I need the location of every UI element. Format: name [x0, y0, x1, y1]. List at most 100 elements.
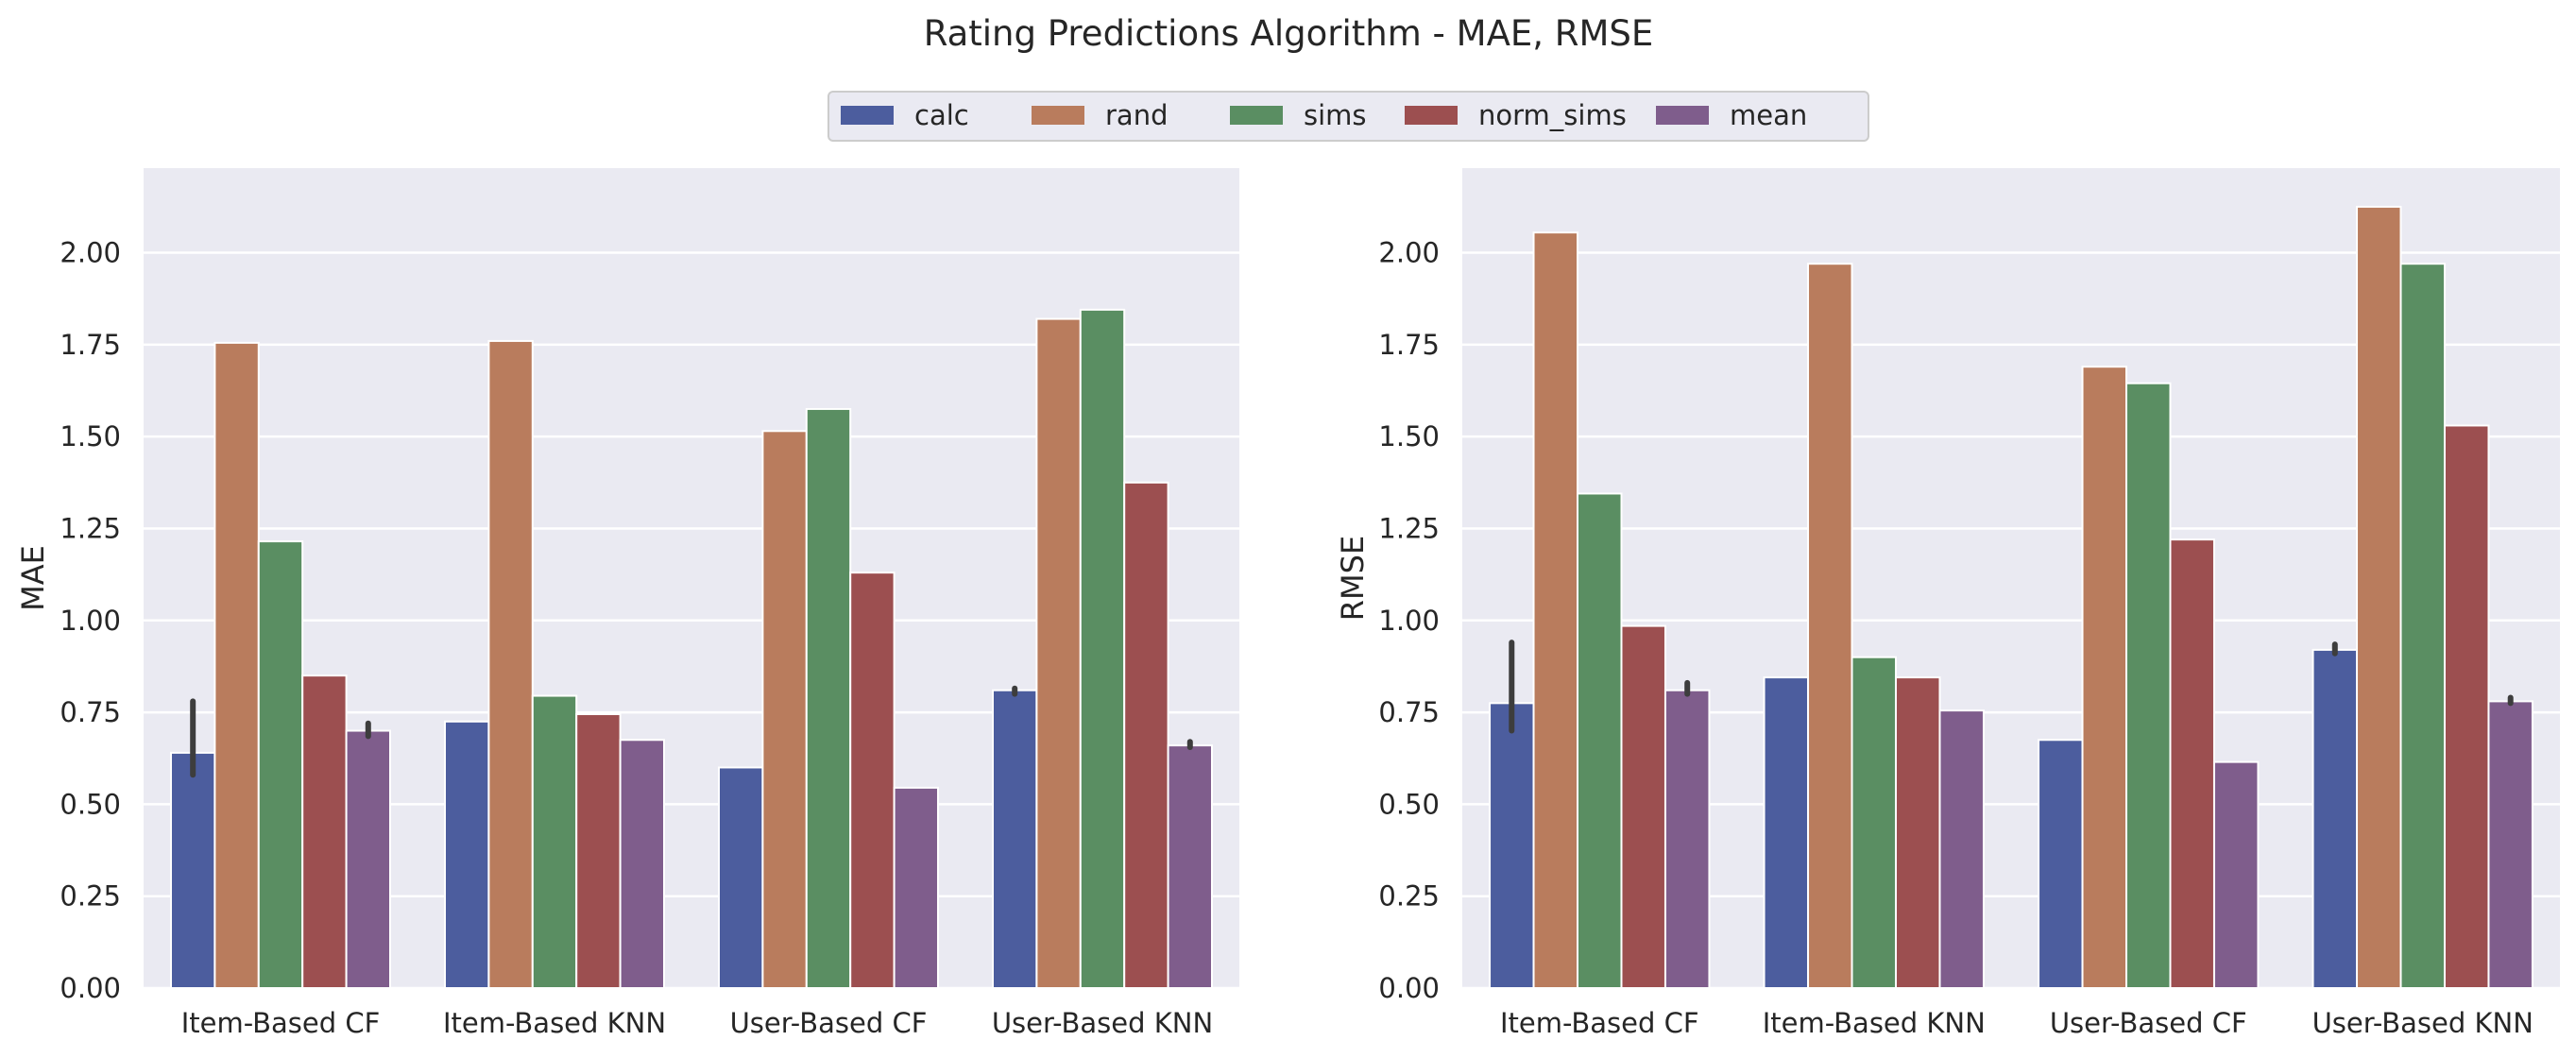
legend-swatch	[1405, 106, 1458, 125]
legend-label: rand	[1105, 99, 1168, 131]
bar-rand-item-based-cf	[213, 341, 260, 989]
bars	[170, 308, 1213, 990]
bar-norm-sims-user-based-knn	[2443, 424, 2490, 989]
bar-norm-sims-item-based-cf	[301, 674, 348, 990]
bar-mean-item-based-knn	[619, 739, 665, 989]
y-axis-label: RMSE	[1335, 536, 1371, 621]
bar-sims-user-based-cf	[2125, 382, 2172, 989]
bar-calc-user-based-knn	[992, 689, 1038, 989]
y-tick-label: 1.50	[1378, 420, 1440, 452]
legend-label: calc	[914, 99, 969, 131]
y-tick-label: 1.25	[60, 512, 121, 544]
bar-mean-item-based-knn	[1938, 709, 1985, 989]
y-tick-label: 1.00	[1378, 605, 1440, 637]
x-tick-label: Item-Based KNN	[1763, 1007, 1986, 1039]
y-tick-label: 0.00	[1378, 972, 1440, 1004]
figure-title: Rating Predictions Algorithm - MAE, RMSE	[924, 13, 1654, 54]
bar-rand-item-based-cf	[1532, 231, 1579, 990]
bar-norm-sims-user-based-knn	[1123, 481, 1169, 989]
bar-rand-user-based-knn	[2356, 205, 2402, 990]
series-rand	[1532, 205, 2402, 990]
bar-sims-item-based-cf	[257, 540, 304, 989]
mae-panel: 0.00 0.25 0.50 0.75 1.00 1.25 1.50 1.75 2.00 MAE I…	[15, 168, 1239, 1039]
series-mean	[345, 720, 1213, 989]
y-tick-label: 0.75	[60, 696, 121, 728]
bar-calc-item-based-cf	[1489, 702, 1535, 989]
x-tick-label: User-Based CF	[2050, 1007, 2247, 1039]
x-axis: Item-Based CF Item-Based KNN User-Based CF…	[1500, 1007, 2533, 1039]
legend-item-rand: rand	[1032, 99, 1168, 131]
y-tick-label: 0.25	[1378, 880, 1440, 913]
bar-norm-sims-user-based-cf	[849, 572, 896, 989]
y-tick-label: 0.50	[1378, 788, 1440, 820]
series-rand	[213, 317, 1082, 989]
bar-mean-user-based-cf	[2212, 760, 2260, 989]
series-sims	[1577, 263, 2446, 989]
bar-sims-user-based-knn	[1079, 308, 1126, 989]
legend-frame	[827, 91, 1869, 142]
x-tick-label: Item-Based CF	[181, 1007, 381, 1039]
y-tick-label: 1.25	[1378, 512, 1440, 544]
bar-norm-sims-item-based-knn	[1894, 676, 1941, 989]
y-axis-label: MAE	[15, 545, 51, 611]
bar-sims-item-based-knn	[531, 694, 578, 989]
y-tick-label: 0.00	[60, 972, 121, 1004]
y-tick-label: 0.75	[1378, 696, 1440, 728]
legend-label: norm_sims	[1478, 99, 1627, 131]
bar-rand-user-based-cf	[761, 430, 808, 989]
bar-rand-user-based-cf	[2081, 366, 2128, 989]
bar-norm-sims-item-based-cf	[1620, 624, 1666, 989]
y-tick-label: 1.75	[1378, 329, 1440, 361]
bar-rand-user-based-knn	[1035, 317, 1082, 989]
x-tick-label: User-Based KNN	[992, 1007, 1213, 1039]
bar-mean-user-based-knn	[1167, 744, 1213, 989]
series-norm-sims	[1620, 424, 2490, 990]
bar-sims-user-based-cf	[805, 407, 852, 989]
bar-rand-item-based-knn	[487, 339, 534, 989]
series-calc	[170, 685, 1038, 989]
bar-calc-user-based-cf	[2038, 739, 2084, 989]
legend-item-norm-sims: norm_sims	[1405, 99, 1627, 131]
y-tick-label: 0.50	[60, 788, 121, 820]
series-norm-sims	[301, 481, 1169, 990]
bar-norm-sims-user-based-cf	[2169, 538, 2215, 990]
bar-calc-user-based-knn	[2312, 648, 2359, 990]
bar-sims-item-based-cf	[1577, 492, 1623, 989]
bar-calc-user-based-cf	[718, 766, 764, 989]
bar-calc-item-based-knn	[1763, 676, 1810, 989]
rmse-panel: 0.00 0.25 0.50 0.75 1.00 1.25 1.50 1.75 2.00 RMSE…	[1335, 168, 2560, 1039]
bar-calc-item-based-knn	[444, 720, 490, 989]
bar-mean-user-based-cf	[893, 786, 939, 989]
legend-swatch	[841, 106, 894, 125]
legend-label: sims	[1304, 99, 1367, 131]
x-axis: Item-Based CF Item-Based KNN User-Based CF…	[181, 1007, 1213, 1039]
y-tick-label: 1.50	[60, 420, 121, 452]
x-tick-label: User-Based CF	[730, 1007, 928, 1039]
bar-sims-item-based-knn	[1851, 656, 1897, 989]
bar-rand-item-based-knn	[1807, 263, 1853, 989]
y-tick-label: 2.00	[60, 237, 121, 269]
bars	[1489, 205, 2533, 990]
bar-mean-user-based-knn	[2487, 700, 2533, 989]
x-tick-label: Item-Based KNN	[443, 1007, 666, 1039]
y-tick-label: 1.00	[60, 605, 121, 637]
bar-calc-item-based-cf	[170, 751, 216, 989]
series-calc	[1489, 640, 2359, 990]
legend-swatch	[1656, 106, 1709, 125]
x-tick-label: Item-Based CF	[1500, 1007, 1699, 1039]
bar-mean-item-based-cf	[1663, 689, 1711, 989]
legend-item-sims: sims	[1230, 99, 1367, 131]
bar-sims-user-based-knn	[2399, 263, 2446, 989]
legend-swatch	[1230, 106, 1283, 125]
series-sims	[257, 308, 1126, 989]
legend-item-calc: calc	[841, 99, 969, 131]
series-mean	[1663, 679, 2533, 989]
legend-label: mean	[1730, 99, 1807, 131]
y-tick-label: 1.75	[60, 329, 121, 361]
legend-item-mean: mean	[1656, 99, 1807, 131]
bar-mean-item-based-cf	[345, 729, 392, 989]
y-tick-label: 0.25	[60, 880, 121, 913]
x-tick-label: User-Based KNN	[2312, 1007, 2533, 1039]
bar-norm-sims-item-based-knn	[575, 713, 622, 989]
y-tick-label: 2.00	[1378, 237, 1440, 269]
